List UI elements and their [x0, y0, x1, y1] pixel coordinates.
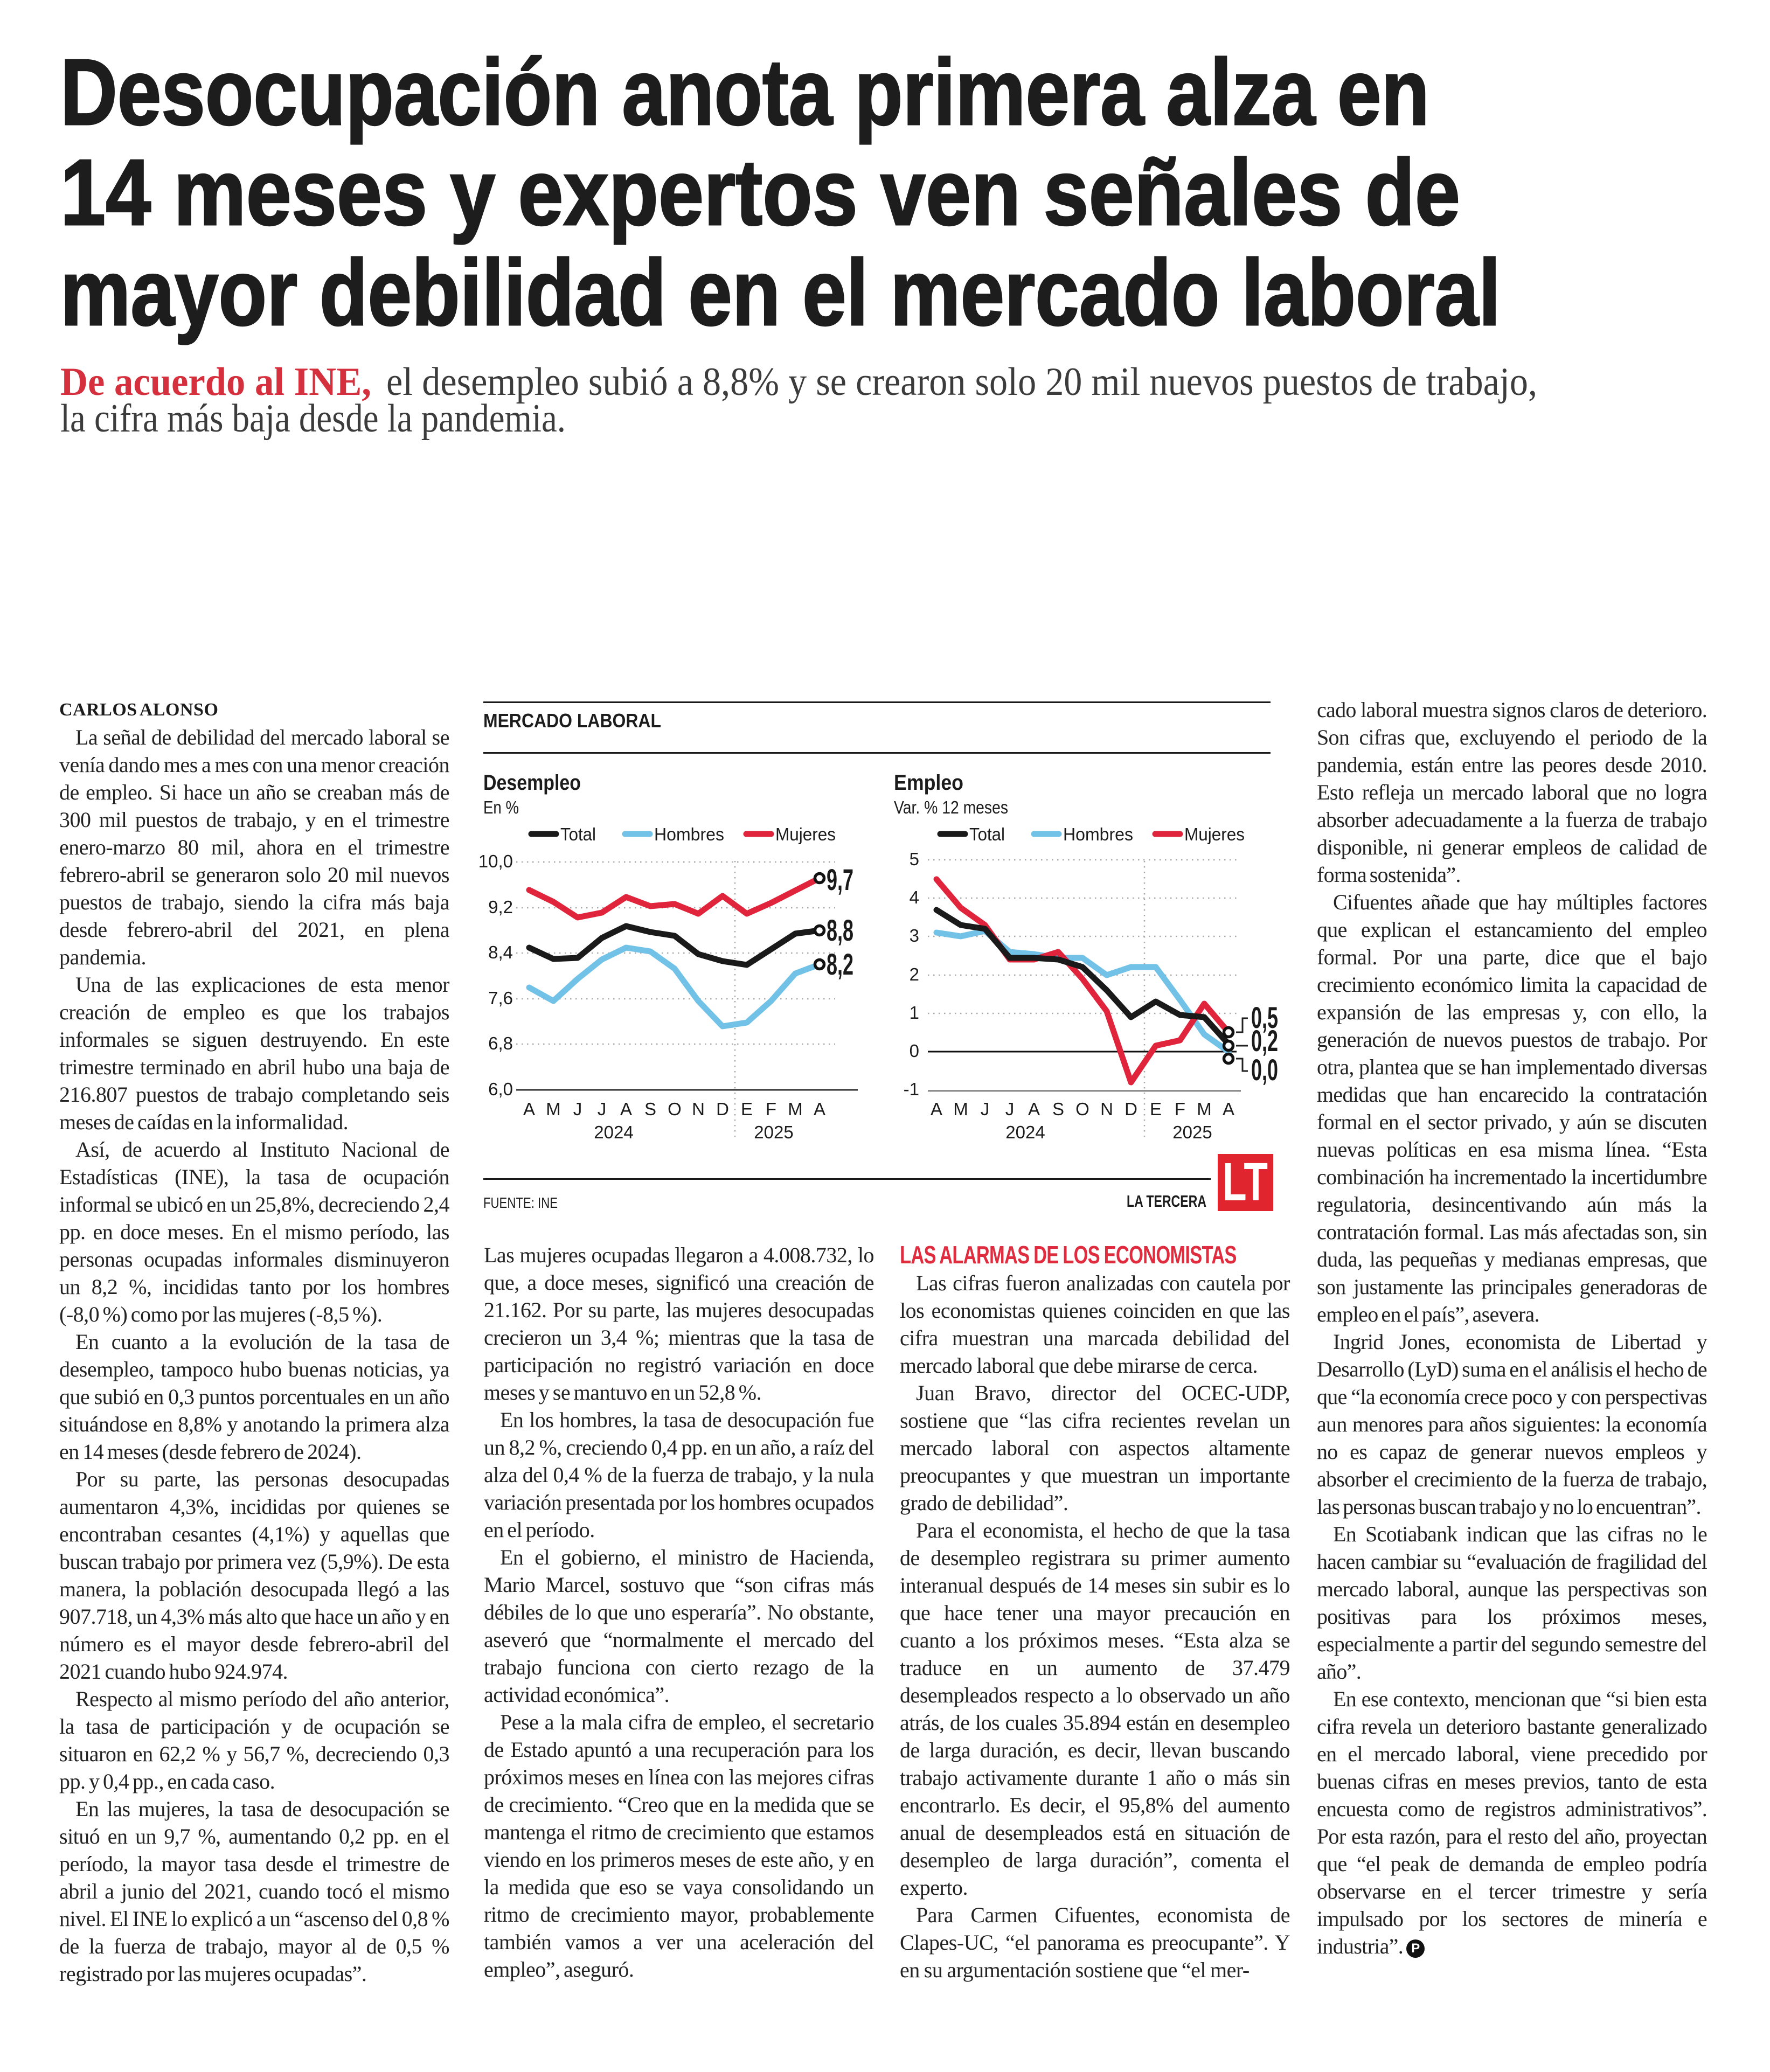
svg-text:S: S — [1052, 1099, 1064, 1119]
svg-text:D: D — [716, 1099, 729, 1119]
svg-text:A: A — [814, 1099, 825, 1119]
svg-text:-1: -1 — [904, 1079, 919, 1099]
svg-text:Empleo: Empleo — [894, 771, 963, 795]
svg-text:Total: Total — [560, 824, 596, 844]
svg-text:E: E — [1150, 1099, 1162, 1119]
svg-text:En %: En % — [483, 797, 519, 817]
svg-text:8,4: 8,4 — [488, 942, 513, 962]
svg-text:8,8: 8,8 — [827, 913, 853, 947]
svg-text:De acuerdo al INE,: De acuerdo al INE, — [60, 360, 371, 404]
svg-text:6,0: 6,0 — [488, 1079, 513, 1099]
svg-text:2025: 2025 — [1172, 1122, 1212, 1142]
svg-text:M: M — [546, 1099, 561, 1119]
svg-text:9,7: 9,7 — [827, 863, 853, 896]
svg-text:Var. % 12 meses: Var. % 12 meses — [894, 797, 1008, 817]
svg-text:MERCADO LABORAL: MERCADO LABORAL — [483, 710, 661, 732]
svg-text:A: A — [931, 1099, 942, 1119]
svg-text:O: O — [1075, 1099, 1089, 1119]
svg-text:6,8: 6,8 — [488, 1033, 513, 1053]
svg-text:Mujeres: Mujeres — [1184, 824, 1245, 844]
svg-text:E: E — [741, 1099, 753, 1119]
svg-text:5: 5 — [910, 849, 919, 869]
svg-text:S: S — [644, 1099, 656, 1119]
svg-text:2024: 2024 — [1005, 1122, 1045, 1142]
svg-text:M: M — [1197, 1099, 1212, 1119]
svg-text:J: J — [573, 1099, 582, 1119]
svg-text:F: F — [1175, 1099, 1185, 1119]
svg-text:2025: 2025 — [754, 1122, 793, 1142]
svg-text:2: 2 — [910, 964, 919, 984]
svg-text:F: F — [766, 1099, 776, 1119]
svg-text:M: M — [953, 1099, 968, 1119]
svg-text:FUENTE: INE: FUENTE: INE — [483, 1194, 558, 1211]
svg-text:mayor debilidad en el mercado: mayor debilidad en el mercado laboral — [60, 240, 1501, 345]
svg-text:Total: Total — [969, 824, 1005, 844]
svg-text:4: 4 — [910, 887, 919, 907]
svg-text:la cifra más baja desde la pan: la cifra más baja desde la pandemia. — [60, 397, 566, 441]
svg-text:A: A — [1028, 1099, 1040, 1119]
svg-text:Desocupación anota primera alz: Desocupación anota primera alza en — [60, 39, 1429, 144]
svg-text:0,5: 0,5 — [1251, 1000, 1278, 1034]
svg-text:N: N — [1100, 1099, 1113, 1119]
svg-text:D: D — [1125, 1099, 1137, 1119]
svg-text:A: A — [523, 1099, 535, 1119]
svg-text:2024: 2024 — [594, 1122, 633, 1142]
svg-text:Mujeres: Mujeres — [775, 824, 836, 844]
svg-text:J: J — [981, 1099, 990, 1119]
svg-text:8,2: 8,2 — [827, 947, 853, 981]
svg-text:J: J — [598, 1099, 607, 1119]
svg-text:N: N — [692, 1099, 705, 1119]
svg-text:0,2: 0,2 — [1251, 1024, 1278, 1058]
svg-text:A: A — [620, 1099, 632, 1119]
svg-text:10,0: 10,0 — [478, 851, 513, 871]
svg-text:0,0: 0,0 — [1251, 1053, 1278, 1087]
svg-text:1: 1 — [910, 1003, 919, 1023]
svg-text:Desempleo: Desempleo — [483, 771, 581, 795]
svg-text:7,6: 7,6 — [488, 988, 513, 1008]
svg-text:0: 0 — [910, 1041, 919, 1061]
svg-text:14 meses y expertos ven señale: 14 meses y expertos ven señales de — [60, 140, 1460, 245]
svg-text:9,2: 9,2 — [488, 897, 513, 917]
svg-text:LA TERCERA: LA TERCERA — [1127, 1192, 1206, 1211]
svg-text:Hombres: Hombres — [1063, 824, 1133, 844]
svg-text:3: 3 — [910, 926, 919, 945]
svg-text:M: M — [788, 1099, 803, 1119]
svg-text:A: A — [1223, 1099, 1234, 1119]
svg-text:O: O — [668, 1099, 682, 1119]
svg-text:el desempleo subió a 8,8% y se: el desempleo subió a 8,8% y se crearon s… — [386, 360, 1537, 404]
svg-text:LT: LT — [1223, 1152, 1268, 1212]
svg-text:Hombres: Hombres — [654, 824, 724, 844]
svg-text:J: J — [1005, 1099, 1015, 1119]
